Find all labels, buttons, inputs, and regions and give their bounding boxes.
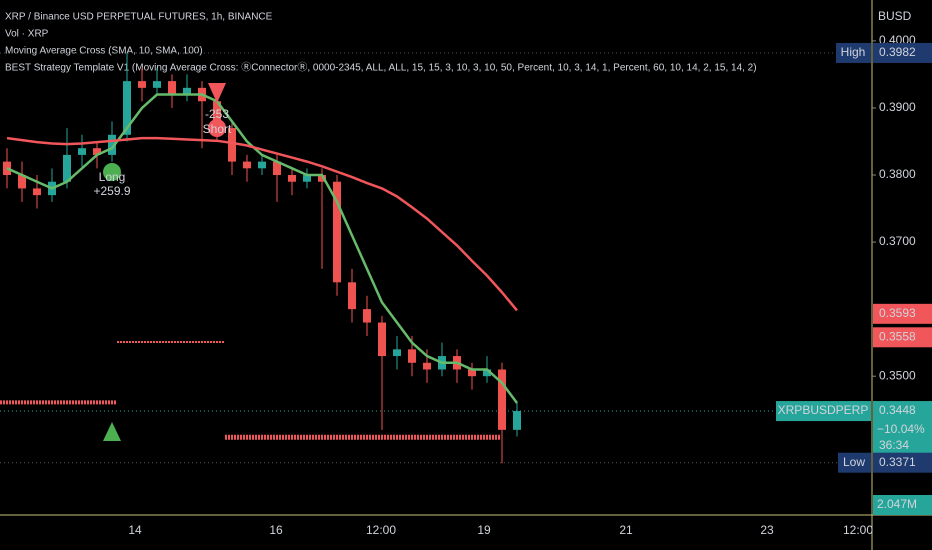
strategy-study: BEST Strategy Template V1 (Moving Averag… bbox=[5, 62, 757, 74]
symbol-title: XRP / Binance USD PERPETUAL FUTURES, 1h,… bbox=[5, 12, 273, 23]
x-tick-label: 23 bbox=[760, 523, 774, 537]
candle-body bbox=[273, 161, 281, 176]
candle-body bbox=[138, 81, 146, 88]
long-marker bbox=[103, 163, 121, 181]
candle-body bbox=[408, 349, 416, 363]
candle-body bbox=[153, 81, 161, 88]
candle-body bbox=[288, 175, 296, 182]
x-tick-label: 12:00 bbox=[843, 523, 873, 537]
candle-body bbox=[348, 282, 356, 310]
volume-study: Vol · XRP bbox=[5, 29, 49, 40]
candle-body bbox=[168, 81, 176, 95]
candle-body bbox=[468, 369, 476, 377]
candle-body bbox=[243, 161, 251, 169]
last-bg bbox=[873, 401, 932, 456]
candle-body bbox=[303, 175, 311, 182]
candle-body bbox=[78, 148, 86, 155]
candle-body bbox=[378, 322, 386, 357]
short-arrow bbox=[208, 83, 226, 103]
candle-body bbox=[423, 362, 431, 370]
moving-average bbox=[6, 136, 518, 312]
y-tick-label: 0.3500 bbox=[879, 368, 916, 382]
candle-body bbox=[63, 154, 71, 182]
candle-body bbox=[93, 148, 101, 155]
x-tick-label: 21 bbox=[619, 523, 633, 537]
candle-body bbox=[183, 87, 191, 95]
y-tick-label: 0.3800 bbox=[879, 167, 916, 181]
symbol-tag: XRPBUSDPERP bbox=[778, 403, 869, 417]
candle-body bbox=[18, 175, 26, 189]
high-tag-bg bbox=[836, 42, 871, 63]
y-tick-label: 0.3900 bbox=[879, 100, 916, 114]
high-price-bg bbox=[873, 42, 932, 63]
low-price: 0.3371 bbox=[879, 455, 916, 469]
x-tick-label: 14 bbox=[128, 523, 142, 537]
low-price-bg bbox=[873, 452, 932, 473]
signal-label: Long bbox=[99, 170, 126, 184]
x-tick-label: 12:00 bbox=[366, 523, 396, 537]
candle-body bbox=[258, 161, 266, 169]
y-tick-label: 0.3700 bbox=[879, 234, 916, 248]
x-tick-label: 16 bbox=[269, 523, 283, 537]
volume-bg bbox=[873, 495, 932, 515]
volume-label: 2.047M bbox=[877, 497, 917, 511]
low-tag-bg bbox=[838, 452, 871, 473]
ma-study: Moving Average Cross (SMA, 10, SMA, 100) bbox=[5, 46, 203, 57]
low-tag: Low bbox=[843, 455, 865, 469]
candle-body bbox=[513, 411, 521, 430]
candle-body bbox=[228, 128, 236, 162]
short-marker bbox=[208, 119, 226, 137]
candle-body bbox=[318, 175, 326, 182]
last-price: 0.3448 bbox=[879, 403, 916, 417]
candle-body bbox=[363, 309, 371, 323]
signal-label: Short bbox=[203, 122, 232, 136]
high-price: 0.3982 bbox=[879, 45, 916, 59]
currency: BUSD bbox=[878, 9, 912, 23]
x-tick-label: 19 bbox=[477, 523, 491, 537]
last-change: −10.04% bbox=[877, 422, 925, 436]
candle-body bbox=[123, 81, 131, 135]
long-arrow bbox=[103, 422, 121, 441]
candle-body bbox=[108, 134, 116, 155]
candle-body bbox=[213, 101, 221, 129]
signal-pnl: +259.9 bbox=[93, 184, 130, 198]
candle-body bbox=[483, 369, 491, 377]
high-tag: High bbox=[841, 45, 866, 59]
candle-body bbox=[333, 181, 341, 283]
candle-body bbox=[498, 369, 506, 430]
level-price: 0.3558 bbox=[879, 329, 916, 343]
moving-average bbox=[6, 93, 519, 404]
ma-price-bg bbox=[873, 303, 932, 324]
candle-body bbox=[33, 188, 41, 196]
level-price-bg bbox=[873, 327, 932, 348]
ma-price: 0.3593 bbox=[879, 306, 916, 320]
countdown: 36:34 bbox=[879, 438, 909, 452]
candle-body bbox=[393, 349, 401, 357]
symbol-tag-bg bbox=[776, 401, 871, 422]
signal-pnl: -253 bbox=[205, 107, 229, 121]
